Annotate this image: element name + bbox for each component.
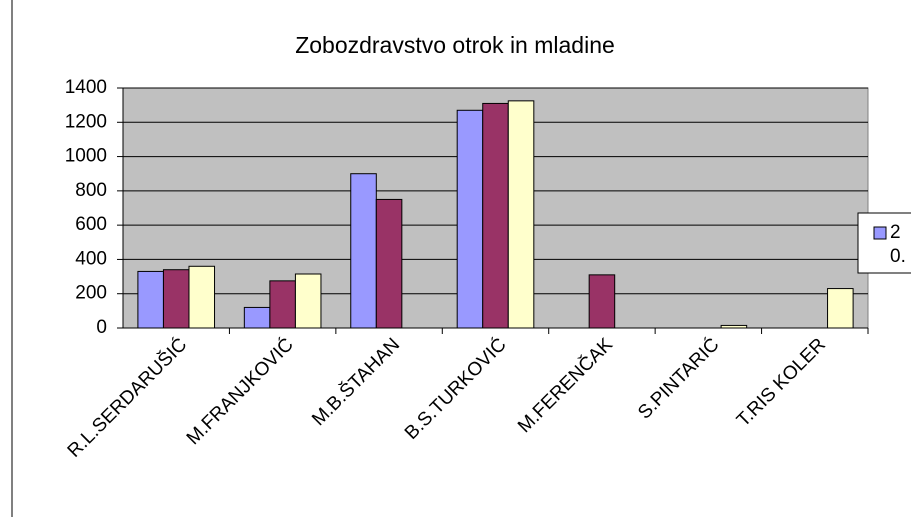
y-tick-label: 0: [96, 317, 107, 338]
y-tick-label: 200: [75, 283, 107, 304]
bar: [269, 280, 296, 329]
bar: [588, 274, 616, 329]
bar: [294, 273, 322, 329]
y-tick-label: 400: [75, 248, 107, 269]
y-tick-label: 800: [75, 180, 107, 201]
bar: [188, 265, 216, 329]
bar: [827, 288, 854, 329]
bar: [456, 109, 484, 329]
x-tick-label: M.FRANJKOVIĆ: [182, 334, 298, 450]
x-tick-label: M.B.ŠTAHAN: [307, 334, 404, 431]
x-tick-label: B.S.TURKOVIĆ: [400, 334, 510, 444]
bar: [507, 100, 535, 329]
x-tick-label: S.PINTARIĆ: [633, 334, 723, 424]
bar: [375, 198, 403, 329]
legend-label: 2: [890, 222, 901, 243]
x-tick-label: M.FERENČAK: [513, 333, 617, 437]
legend-label: 0.: [890, 246, 906, 267]
bar: [350, 173, 377, 329]
bar: [243, 306, 271, 329]
x-tick-label: R.L.SERDARUŠIĆ: [63, 334, 191, 462]
legend-swatch: [873, 226, 887, 240]
y-tick-label: 1400: [65, 77, 107, 98]
bar: [137, 270, 164, 329]
y-tick-label: 1000: [65, 146, 107, 167]
y-tick-label: 600: [75, 214, 107, 235]
bar: [482, 102, 509, 329]
x-tick-label: T.RIS KOLER: [733, 334, 830, 431]
y-tick-label: 1200: [65, 111, 107, 132]
legend-box: [857, 212, 911, 274]
bar: [162, 269, 190, 329]
chart-title: Zobozdravstvo otrok in mladine: [295, 32, 615, 58]
